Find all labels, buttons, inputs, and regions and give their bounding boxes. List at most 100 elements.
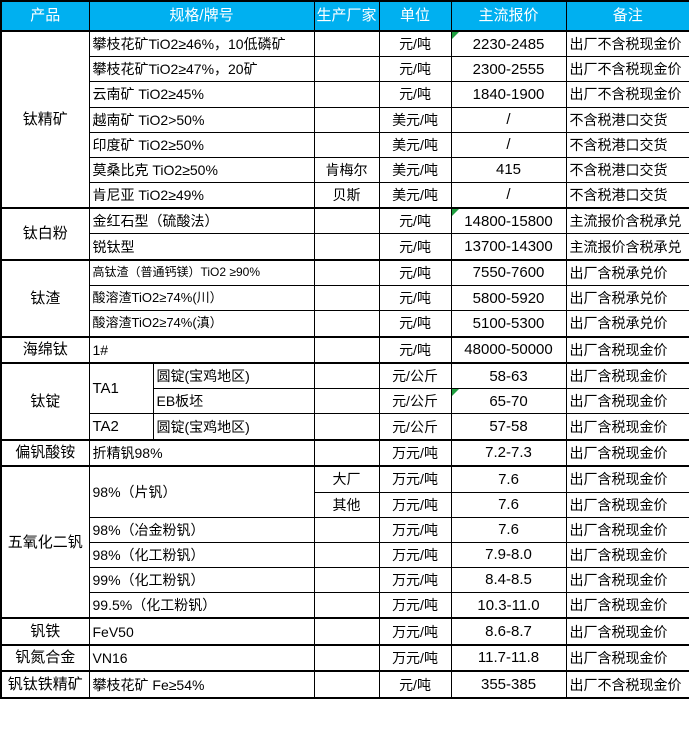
note-cell: 不含税港口交货 [565,131,689,158]
table-row: 钛渣 高钛渣（普通钙镁）TiO2 ≥90% 元/吨 7550-7600 出厂含税… [0,258,689,338]
table-row: 印度矿 TiO2≥50% 美元/吨 / 不含税港口交货 [1,131,689,158]
unit-cell: 元/公斤 [378,413,452,441]
price-cell: / [450,181,567,209]
price-cell: 48000-50000 [450,335,567,364]
spec-cell: 酸溶渣TiO2≥74%(川） [88,285,315,312]
note-cell: 出厂不含税现金价 [565,30,689,58]
unit-cell: 元/公斤 [378,388,452,415]
table-row: 锐钛型 元/吨 13700-14300 主流报价含税承兑 [1,233,689,261]
spec-cell: 99%（化工粉钒） [88,566,315,594]
note-cell: 不含税港口交货 [565,106,689,133]
manufacturer-cell [313,56,380,83]
note-cell: 出厂含税现金价 [565,438,689,467]
table-row: 偏钒酸铵 折精钒98% 万元/吨 7.2-7.3 出厂含税现金价 [0,438,689,467]
table-row: 钒氮合金 VN16 万元/吨 11.7-11.8 出厂含税现金价 [0,643,689,672]
unit-cell: 元/吨 [378,258,452,287]
table-row: 钛白粉 金红石型（硫酸法） 元/吨 14800-15800 主流报价含税承兑 [0,207,689,261]
column-header-manufacturer: 生产厂家 [313,0,380,32]
spec-cell: 98%（化工粉钒） [88,541,315,568]
table-row: 酸溶渣TiO2≥74%(川） 元/吨 5800-5920 出厂含税承兑价 [1,285,689,312]
note-cell: 出厂含税现金价 [565,643,689,672]
unit-cell: 美元/吨 [378,181,452,209]
manufacturer-cell [313,438,380,467]
unit-cell: 万元/吨 [378,465,452,493]
note-cell: 不含税港口交货 [565,156,689,183]
comment-indicator-icon [452,32,459,39]
table-row: 五氧化二钒 98%（片钒） 大厂 万元/吨 7.6 出厂含税现金价 [0,465,689,619]
manufacturer-cell: 其他 [313,491,380,518]
unit-cell: 美元/吨 [378,106,452,133]
price-cell: 65-70 [450,388,567,415]
table-row: TA2 圆锭(宝鸡地区) 元/公斤 57-58 出厂含税现金价 [1,413,689,441]
manufacturer-cell [313,285,380,312]
form-cell: 圆锭(宝鸡地区) [152,413,315,441]
manufacturer-cell [313,362,380,390]
unit-cell: 元/公斤 [378,362,452,390]
unit-cell: 万元/吨 [378,617,452,646]
table-row: 钒铁 FeV50 万元/吨 8.6-8.7 出厂含税现金价 [0,617,689,646]
form-cell: EB板坯 [152,388,315,415]
unit-cell: 万元/吨 [378,438,452,467]
table-row: 钒钛铁精矿 攀枝花矿 Fe≥54% 元/吨 355-385 出厂不含税现金价 [0,670,689,699]
note-cell: 出厂含税现金价 [565,335,689,364]
manufacturer-cell [313,670,380,699]
spec-cell: 莫桑比克 TiO2≥50% [88,156,315,183]
comment-indicator-icon [452,210,459,217]
price-cell: 7550-7600 [450,258,567,287]
table-row: 海绵钛 1# 元/吨 48000-50000 出厂含税现金价 [0,335,689,364]
table-row: 酸溶渣TiO2≥74%(滇） 元/吨 5100-5300 出厂含税承兑价 [1,310,689,338]
price-cell: 7.6 [450,465,567,493]
spec-cell: 攀枝花矿 Fe≥54% [88,670,315,699]
manufacturer-cell [313,81,380,108]
price-cell: / [450,106,567,133]
price-cell: 1840-1900 [450,81,567,108]
price-cell: 2230-2485 [450,30,567,58]
product-cell: 钛精矿 [0,29,90,209]
price-cell: / [450,131,567,158]
table-row: 98%（冶金粉钒） 万元/吨 7.6 出厂含税现金价 [1,516,689,543]
spec-cell: 1# [88,335,315,364]
table-row: 肯尼亚 TiO2≥49% 贝斯 美元/吨 / 不含税港口交货 [1,181,689,209]
manufacturer-cell [313,566,380,594]
manufacturer-cell [313,516,380,543]
column-header-price: 主流报价 [450,0,567,32]
note-cell: 出厂不含税现金价 [565,81,689,108]
note-cell: 出厂含税现金价 [565,362,689,390]
manufacturer-cell [313,131,380,158]
note-cell: 出厂含税承兑价 [565,258,689,287]
product-cell: 钛白粉 [0,207,90,261]
manufacturer-cell [313,310,380,338]
manufacturer-cell [313,643,380,672]
note-cell: 出厂含税现金价 [565,388,689,415]
price-cell: 7.2-7.3 [450,438,567,467]
column-header-note: 备注 [565,0,689,32]
price-cell: 8.6-8.7 [450,617,567,646]
product-cell: 五氧化二钒 [0,465,90,619]
manufacturer-cell [313,592,380,619]
spec-cell: 金红石型（硫酸法） [88,207,315,235]
unit-cell: 万元/吨 [378,592,452,619]
spec-cell: 酸溶渣TiO2≥74%(滇） [88,310,315,338]
note-cell: 主流报价含税承兑 [565,207,689,235]
price-cell: 11.7-11.8 [450,643,567,672]
price-cell: 58-63 [450,362,567,390]
manufacturer-cell [313,617,380,646]
unit-cell: 元/吨 [378,207,452,235]
spec-cell: 云南矿 TiO2≥45% [88,81,315,108]
note-cell: 出厂含税现金价 [565,617,689,646]
unit-cell: 元/吨 [378,56,452,83]
spec-cell: 98%（片钒） [88,465,315,518]
unit-cell: 万元/吨 [378,491,452,518]
spec-cell: 98%（冶金粉钒） [88,516,315,543]
product-cell: 钛锭 [0,362,90,441]
price-cell: 2300-2555 [450,56,567,83]
table-row: 云南矿 TiO2≥45% 元/吨 1840-1900 出厂不含税现金价 [1,81,689,108]
price-cell: 7.9-8.0 [450,541,567,568]
product-cell: 钒钛铁精矿 [0,670,90,699]
spec-cell: 高钛渣（普通钙镁）TiO2 ≥90% [88,258,315,287]
table-row: 99%（化工粉钒） 万元/吨 8.4-8.5 出厂含税现金价 [1,566,689,594]
note-cell: 不含税港口交货 [565,181,689,209]
price-cell: 5100-5300 [450,310,567,338]
manufacturer-cell: 贝斯 [313,181,380,209]
price-value: 14800-15800 [464,212,553,230]
